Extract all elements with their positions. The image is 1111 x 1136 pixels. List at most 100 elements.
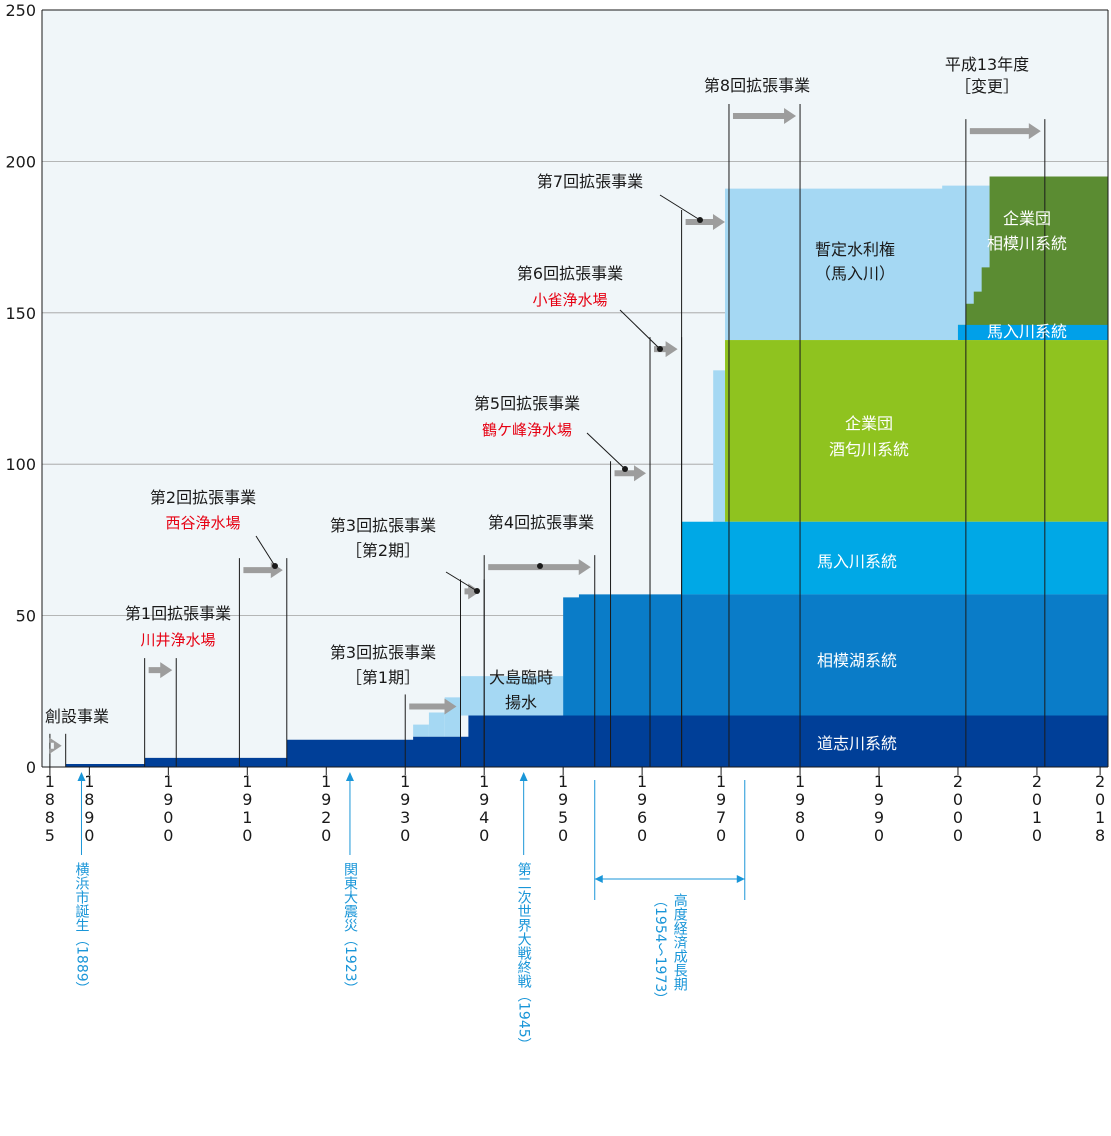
- x-tick-label: 9: [163, 790, 173, 809]
- x-tick-label: 6: [637, 808, 647, 827]
- series-sagamiko: [563, 594, 1108, 716]
- project-arrow: [685, 213, 725, 230]
- project-label: 第5回拡張事業: [474, 394, 580, 413]
- labels: 創設事業第1回拡張事業川井浄水場第2回拡張事業西谷浄水場第3回拡張事業［第1期］…: [45, 55, 1067, 753]
- region-label-zantei: （馬入川）: [815, 264, 895, 283]
- x-tick-label: 9: [874, 808, 884, 827]
- x-tick-label: 1: [400, 772, 410, 791]
- x-tick-label: 0: [479, 826, 489, 845]
- light-block: [428, 712, 445, 737]
- region-label-sakawa: 酒匂川系統: [829, 440, 909, 459]
- x-tick-label: 0: [1032, 826, 1042, 845]
- series-banyu: [681, 521, 1108, 595]
- y-tick-label: 150: [5, 304, 36, 323]
- event-label: 第二次世界大戦終戦（1945）: [516, 861, 532, 1051]
- event-arrow: [519, 772, 528, 781]
- x-tick-label: 9: [795, 790, 805, 809]
- x-tick-label: 1: [242, 772, 252, 791]
- y-tick-label: 0: [26, 758, 36, 777]
- x-tick-label: 2: [1095, 772, 1105, 791]
- x-tick-label: 0: [558, 826, 568, 845]
- series-banyu-upper: [957, 324, 1108, 341]
- project-label: 第2回拡張事業: [150, 488, 256, 507]
- axes: 0501001502002501885189019001910192019301…: [5, 1, 1109, 845]
- x-tick-label: 1: [163, 772, 173, 791]
- project-arrow: [464, 583, 481, 600]
- leader-dot: [474, 588, 480, 594]
- region-label-oshima: 大島臨時: [489, 668, 553, 687]
- y-tick-label: 250: [5, 1, 36, 20]
- project-sub-label: 西谷浄水場: [165, 514, 240, 532]
- x-tick-label: 1: [795, 772, 805, 791]
- x-tick-label: 8: [84, 790, 94, 809]
- light-block: [713, 370, 726, 522]
- x-tick-label: 9: [479, 790, 489, 809]
- data-areas: [65, 176, 1109, 767]
- x-tick-label: 0: [321, 826, 331, 845]
- project-label: 第6回拡張事業: [517, 264, 623, 283]
- x-tick-label: 8: [45, 808, 55, 827]
- project-arrow: [732, 107, 797, 124]
- leader-dot: [537, 563, 543, 569]
- x-tick-label: 1: [321, 772, 331, 791]
- x-tick-label: 5: [45, 826, 55, 845]
- leader-line: [586, 432, 626, 470]
- project-arrow: [49, 737, 62, 754]
- project-sub-label: 小雀浄水場: [532, 291, 607, 309]
- series-doshi: [65, 715, 1109, 767]
- region-label-sagamiko: 相模湖系統: [817, 651, 897, 670]
- project-label: 第3回拡張事業: [330, 643, 436, 662]
- project-label-2: ［第1期］: [346, 668, 420, 687]
- project-label: 第4回拡張事業: [488, 513, 594, 532]
- project-sub-label: 川井浄水場: [140, 631, 215, 649]
- leader-dot: [272, 563, 278, 569]
- x-tick-label: 1: [874, 772, 884, 791]
- x-tick-label: 9: [242, 790, 252, 809]
- project-arrow: [969, 123, 1041, 140]
- y-tick-label: 100: [5, 455, 36, 474]
- project-label: 第7回拡張事業: [537, 172, 643, 191]
- region-label-sakawa: 企業団: [845, 414, 893, 433]
- leader-dot: [697, 217, 703, 223]
- x-tick-label: 0: [400, 826, 410, 845]
- x-tick-label: 8: [795, 808, 805, 827]
- x-tick-label: 1: [716, 772, 726, 791]
- x-tick-label: 0: [716, 826, 726, 845]
- y-tick-label: 50: [16, 607, 36, 626]
- project-label: 第3回拡張事業: [330, 516, 436, 535]
- y-tick-label: 200: [5, 152, 36, 171]
- x-tick-label: 8: [45, 790, 55, 809]
- x-tick-label: 9: [400, 790, 410, 809]
- leader-dot: [622, 466, 628, 472]
- region-label-oshima: 揚水: [505, 693, 537, 712]
- project-arrow: [409, 698, 457, 715]
- period-arrow-left: [594, 875, 603, 883]
- x-tick-label: 9: [558, 790, 568, 809]
- x-tick-label: 1: [84, 772, 94, 791]
- leader-line: [255, 535, 276, 567]
- x-tick-label: 0: [242, 826, 252, 845]
- x-tick-label: 2: [953, 772, 963, 791]
- project-label: 第8回拡張事業: [704, 76, 810, 95]
- x-tick-label: 0: [1095, 790, 1105, 809]
- x-tick-label: 1: [1032, 808, 1042, 827]
- x-tick-label: 0: [953, 808, 963, 827]
- period-arrow-right: [736, 875, 745, 883]
- period-label: 高度経済成長期: [672, 892, 688, 992]
- x-tick-label: 9: [637, 790, 647, 809]
- event-label: 横浜市誕生（1889）: [73, 862, 89, 996]
- light-block: [413, 724, 429, 737]
- x-tick-label: 0: [874, 826, 884, 845]
- period-label: （1954〜1973）: [652, 893, 668, 1006]
- x-tick-label: 2: [321, 808, 331, 827]
- leader-line: [619, 309, 661, 350]
- region-label-banyu: 馬入川系統: [817, 552, 897, 571]
- event-label: 関東大震災（1923）: [342, 862, 358, 996]
- x-tick-label: 2: [1032, 772, 1042, 791]
- x-tick-label: 0: [953, 826, 963, 845]
- series-sagamigawa: [957, 176, 1108, 341]
- project-arrow: [654, 341, 678, 358]
- x-tick-label: 9: [716, 790, 726, 809]
- leader-dot: [657, 346, 663, 352]
